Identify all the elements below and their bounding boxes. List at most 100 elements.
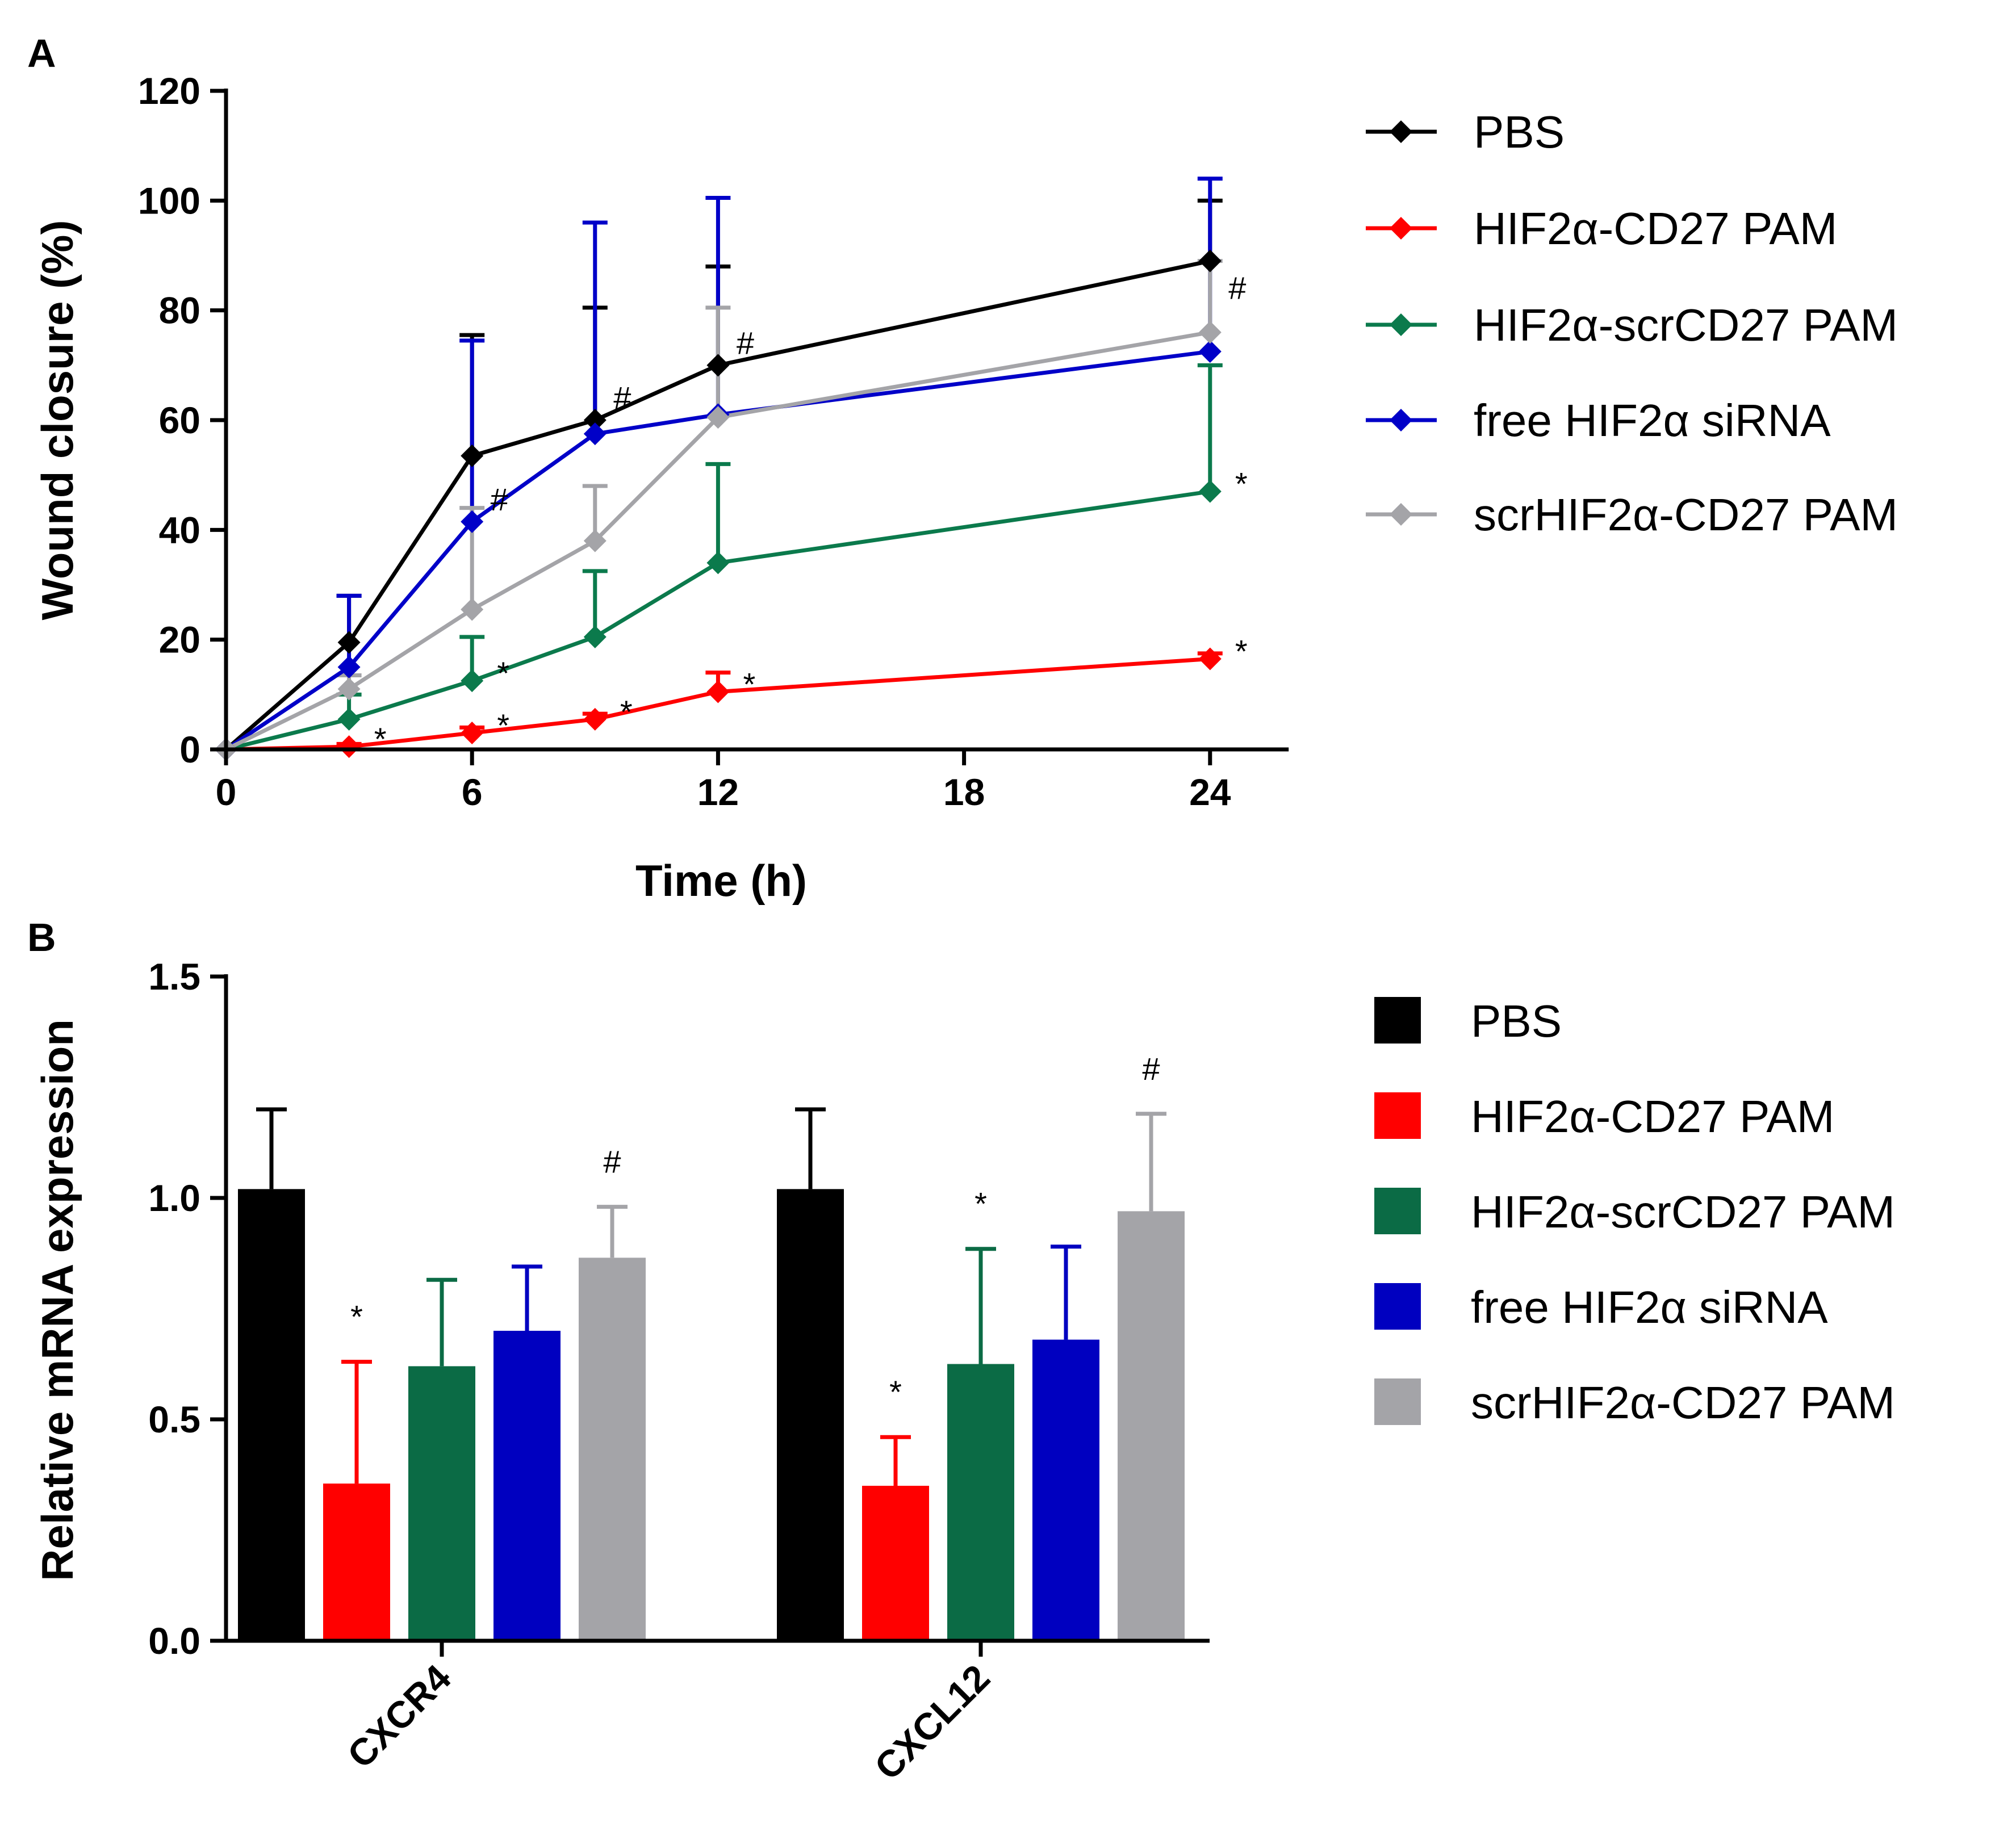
- b-bar-cxcr4-hif2-cd27-pam: [323, 1484, 390, 1641]
- b-legend-swatch-hif2-cd27-pam: [1374, 1092, 1421, 1139]
- b-legend-swatch-pbs: [1374, 997, 1421, 1044]
- b-y-tick-label-0: 0.0: [148, 1620, 200, 1662]
- a-point-pbs-3: [583, 409, 607, 431]
- b-bar-cxcl12-pbs: [777, 1189, 844, 1641]
- a-x-tick-label-0: 0: [216, 771, 237, 813]
- a-point-hif2-cd27-pam-5: [1198, 647, 1222, 671]
- a-point-free-hif2-sirna-1: [337, 656, 361, 678]
- a-annotation-5: #: [613, 380, 631, 416]
- b-legend-label-scrhif2-cd27-pam: scrHIF2α-CD27 PAM: [1471, 1377, 1895, 1428]
- a-point-pbs-2: [461, 444, 484, 467]
- a-legend-marker-hif2-cd27-pam: [1390, 217, 1412, 240]
- a-point-scrhif2-cd27-pam-5: [1198, 321, 1222, 344]
- a-point-scrhif2-cd27-pam-3: [583, 529, 607, 552]
- b-annotations: * # * * #: [350, 1051, 1160, 1410]
- b-bar-cxcr4-free-hif2-sirna: [493, 1331, 561, 1641]
- a-point-hif2-scrcd27-pam-5: [1198, 480, 1222, 503]
- a-point-hif2-scrcd27-pam-4: [706, 551, 730, 575]
- b-x-tick-label-cxcl12: CXCL12: [867, 1657, 998, 1788]
- b-x-tick-label-cxcr4: CXCR4: [339, 1656, 459, 1776]
- b-y-tick-label-2: 1.0: [148, 1177, 200, 1219]
- a-annotation-6: *: [743, 667, 756, 702]
- a-point-free-hif2-sirna-2: [461, 510, 484, 533]
- a-annotation-4: *: [620, 694, 633, 730]
- a-legend-marker-scrhif2-cd27-pam: [1390, 503, 1412, 526]
- a-legend-label-hif2-scrcd27-pam: HIF2α-scrCD27 PAM: [1474, 300, 1898, 350]
- a-legend-label-pbs: PBS: [1474, 107, 1565, 157]
- a-point-hif2-scrcd27-pam-2: [461, 669, 484, 693]
- a-point-hif2-cd27-pam-2: [461, 722, 484, 744]
- b-legend-label-free-hif2-sirna: free HIF2α siRNA: [1471, 1282, 1828, 1332]
- a-x-tick-label-4: 24: [1189, 771, 1231, 813]
- a-legend-label-free-hif2-sirna: free HIF2α siRNA: [1474, 395, 1831, 446]
- a-legend-label-hif2-cd27-pam: HIF2α-CD27 PAM: [1474, 203, 1837, 254]
- a-markers: [215, 249, 1222, 761]
- a-legend-label-scrhif2-cd27-pam: scrHIF2α-CD27 PAM: [1474, 489, 1898, 540]
- b-annotation-1: #: [603, 1144, 621, 1180]
- panel-a-line-chart: 0 20 40 60 80 100 120 0 6 12 18 24 * * * # * # * # # * * Time…: [32, 70, 1898, 906]
- b-annotation-3: *: [975, 1186, 987, 1222]
- a-point-pbs-1: [337, 631, 361, 654]
- b-annotation-2: *: [889, 1374, 902, 1410]
- a-line-hif2-scrcd27-pam: [225, 489, 1211, 752]
- a-y-tick-label-0: 0: [179, 728, 200, 770]
- a-annotation-1: *: [497, 707, 509, 743]
- a-line-scrhif2-cd27-pam: [225, 330, 1211, 752]
- panel-b-bar-chart: 0.0 0.5 1.0 1.5 CXCR4 CXCL12 * # * * # Relative m…: [32, 956, 1895, 1788]
- a-y-tick-label-6: 120: [138, 70, 200, 112]
- b-legend-label-hif2-cd27-pam: HIF2α-CD27 PAM: [1471, 1091, 1834, 1142]
- b-annotation-4: #: [1142, 1051, 1160, 1087]
- a-annotation-8: #: [1228, 270, 1246, 306]
- a-point-scrhif2-cd27-pam-4: [706, 406, 730, 429]
- a-point-pbs-4: [706, 354, 730, 377]
- a-point-hif2-cd27-pam-4: [706, 680, 730, 703]
- b-bars: [238, 1107, 1185, 1641]
- a-point-hif2-cd27-pam-1: [337, 735, 361, 759]
- a-point-free-hif2-sirna-3: [583, 422, 607, 446]
- a-y-tick-label-3: 60: [159, 399, 200, 441]
- a-line-hif2-cd27-pam: [225, 657, 1211, 752]
- a-annotation-7: #: [737, 325, 754, 361]
- a-annotation-2: *: [497, 655, 509, 691]
- a-annotation-0: *: [374, 721, 387, 757]
- b-legend-swatch-scrhif2-cd27-pam: [1374, 1378, 1421, 1425]
- a-annotations: * * * # * # * # # * *: [374, 270, 1248, 757]
- a-point-pbs-5: [1198, 249, 1222, 273]
- b-bar-cxcr4-pbs: [238, 1189, 305, 1641]
- b-legend-label-pbs: PBS: [1471, 996, 1562, 1046]
- a-annotation-9: *: [1235, 466, 1248, 502]
- a-x-tick-label-1: 6: [462, 771, 483, 813]
- b-bar-cxcl12-hif2-cd27-pam: [862, 1486, 929, 1641]
- a-legend-marker-free-hif2-sirna: [1390, 409, 1412, 431]
- b-annotation-0: *: [350, 1299, 363, 1335]
- a-legend-marker-hif2-scrcd27-pam: [1390, 313, 1412, 336]
- b-y-tick-label-3: 1.5: [148, 956, 200, 998]
- b-bar-cxcr4-hif2-scrcd27-pam: [408, 1366, 475, 1641]
- a-legend: PBS HIF2α-CD27 PAM HIF2α-scrCD27 PAM free H…: [1366, 107, 1898, 540]
- b-legend-label-hif2-scrcd27-pam: HIF2α-scrCD27 PAM: [1471, 1187, 1895, 1237]
- a-annotation-3: #: [491, 481, 508, 517]
- a-point-free-hif2-sirna-5: [1198, 340, 1222, 363]
- a-point-hif2-scrcd27-pam-3: [583, 625, 607, 648]
- panel-label-b: B: [27, 915, 56, 959]
- panel-label-a: A: [27, 31, 56, 76]
- a-point-hif2-scrcd27-pam-1: [337, 707, 361, 731]
- b-bar-cxcl12-free-hif2-sirna: [1032, 1339, 1099, 1641]
- b-legend: PBS HIF2α-CD27 PAM HIF2α-scrCD27 PAM free H…: [1374, 996, 1895, 1428]
- b-bar-cxcl12-scrhif2-cd27-pam: [1118, 1211, 1185, 1641]
- b-bar-cxcr4-scrhif2-cd27-pam: [579, 1258, 646, 1641]
- a-x-axis-title: Time (h): [635, 856, 807, 906]
- a-point-hif2-cd27-pam-3: [583, 707, 607, 731]
- a-y-tick-label-2: 40: [159, 509, 200, 551]
- a-series-lines: [224, 259, 1211, 752]
- a-legend-marker-pbs: [1390, 120, 1412, 143]
- a-point-scrhif2-cd27-pam-1: [337, 677, 361, 701]
- b-legend-swatch-hif2-scrcd27-pam: [1374, 1188, 1421, 1234]
- a-y-tick-label-1: 20: [159, 619, 200, 661]
- a-x-tick-label-3: 18: [943, 771, 985, 813]
- b-legend-swatch-free-hif2-sirna: [1374, 1283, 1421, 1330]
- a-annotation-10: *: [1235, 634, 1248, 669]
- b-bar-cxcl12-hif2-scrcd27-pam: [947, 1364, 1014, 1641]
